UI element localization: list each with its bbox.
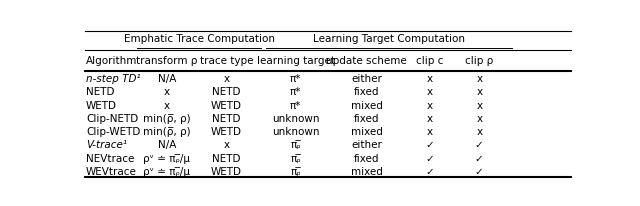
Text: unknown: unknown [272,114,319,124]
Text: min(ρ̅, ρ): min(ρ̅, ρ) [143,127,191,137]
Text: ρᵛ ≐ πᵨ̅/μ: ρᵛ ≐ πᵨ̅/μ [143,154,190,164]
Text: ✓: ✓ [475,154,484,164]
Text: ✓: ✓ [475,167,484,177]
Text: WETD: WETD [211,167,242,177]
Text: π*: π* [290,74,301,84]
Text: NEVtrace: NEVtrace [86,154,134,164]
Text: x: x [427,87,433,97]
Text: x: x [427,101,433,110]
Text: ✓: ✓ [426,167,434,177]
Text: x: x [427,74,433,84]
Text: x: x [223,74,229,84]
Text: clip c: clip c [416,56,444,66]
Text: x: x [476,127,483,137]
Text: either: either [351,74,382,84]
Text: x: x [476,87,483,97]
Text: unknown: unknown [272,127,319,137]
Text: x: x [476,101,483,110]
Text: mixed: mixed [351,167,383,177]
Text: ✓: ✓ [426,140,434,150]
Text: n-step TD¹: n-step TD¹ [86,74,141,84]
Text: Emphatic Trace Computation: Emphatic Trace Computation [124,34,275,44]
Text: NETD: NETD [212,154,241,164]
Text: Clip-WETD: Clip-WETD [86,127,140,137]
Text: π*: π* [290,101,301,110]
Text: ✓: ✓ [426,154,434,164]
Text: update scheme: update scheme [326,56,407,66]
Text: fixed: fixed [354,87,380,97]
Text: mixed: mixed [351,127,383,137]
Text: NETD: NETD [212,114,241,124]
Text: πᵨ̅: πᵨ̅ [291,154,301,164]
Text: πᵨ̅: πᵨ̅ [291,140,301,150]
Text: Algorithm: Algorithm [86,56,138,66]
Text: NETD: NETD [212,87,241,97]
Text: x: x [164,87,170,97]
Text: Clip-NETD: Clip-NETD [86,114,138,124]
Text: V-trace¹: V-trace¹ [86,140,127,150]
Text: ✓: ✓ [475,140,484,150]
Text: mixed: mixed [351,101,383,110]
Text: transform ρ: transform ρ [136,56,198,66]
Text: Learning Target Computation: Learning Target Computation [312,34,465,44]
Text: π*: π* [290,87,301,97]
Text: N/A: N/A [157,74,176,84]
Text: WETD: WETD [211,101,242,110]
Text: learning target: learning target [257,56,335,66]
Text: min(ρ̅, ρ): min(ρ̅, ρ) [143,114,191,124]
Text: N/A: N/A [157,140,176,150]
Text: x: x [164,101,170,110]
Text: fixed: fixed [354,154,380,164]
Text: WETD: WETD [86,101,117,110]
Text: ρᵛ ≐ πᵨ̅/μ: ρᵛ ≐ πᵨ̅/μ [143,167,190,177]
Text: clip ρ: clip ρ [465,56,493,66]
Text: NETD: NETD [86,87,115,97]
Text: trace type: trace type [200,56,253,66]
Text: WEVtrace: WEVtrace [86,167,137,177]
Text: πᵨ̅: πᵨ̅ [291,167,301,177]
Text: WETD: WETD [211,127,242,137]
Text: x: x [476,114,483,124]
Text: x: x [223,140,229,150]
Text: x: x [427,114,433,124]
Text: x: x [476,74,483,84]
Text: x: x [427,127,433,137]
Text: either: either [351,140,382,150]
Text: fixed: fixed [354,114,380,124]
